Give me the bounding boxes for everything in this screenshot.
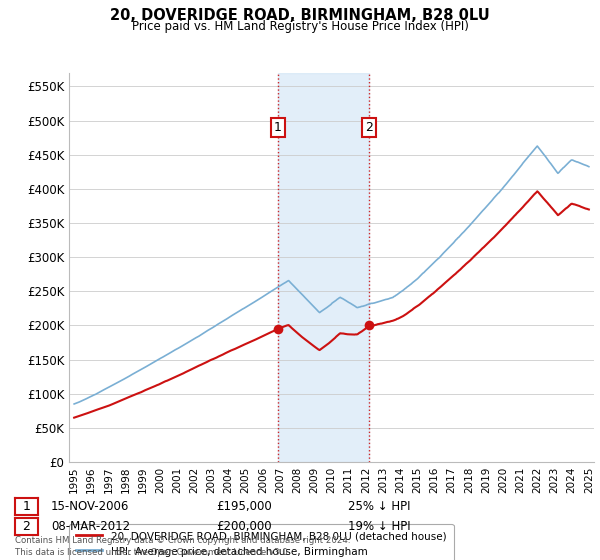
Text: 1: 1 [22,500,31,513]
Text: 1: 1 [274,121,282,134]
Text: £200,000: £200,000 [216,520,272,533]
Text: 2: 2 [22,520,31,533]
Text: 25% ↓ HPI: 25% ↓ HPI [348,500,410,513]
Text: 20, DOVERIDGE ROAD, BIRMINGHAM, B28 0LU: 20, DOVERIDGE ROAD, BIRMINGHAM, B28 0LU [110,8,490,24]
Bar [278,73,369,462]
Text: £195,000: £195,000 [216,500,272,513]
Text: 08-MAR-2012: 08-MAR-2012 [51,520,130,533]
Text: Price paid vs. HM Land Registry's House Price Index (HPI): Price paid vs. HM Land Registry's House … [131,20,469,32]
Text: Contains HM Land Registry data © Crown copyright and database right 2024.
This d: Contains HM Land Registry data © Crown c… [15,536,350,557]
Text: 2: 2 [365,121,373,134]
Text: 19% ↓ HPI: 19% ↓ HPI [348,520,410,533]
Legend: 20, DOVERIDGE ROAD, BIRMINGHAM, B28 0LU (detached house), HPI: Average price, de: 20, DOVERIDGE ROAD, BIRMINGHAM, B28 0LU … [69,524,454,560]
Text: 15-NOV-2006: 15-NOV-2006 [51,500,130,513]
